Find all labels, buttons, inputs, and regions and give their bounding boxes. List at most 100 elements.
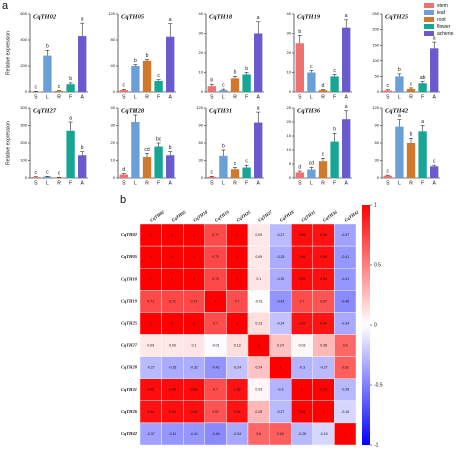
cell-label: -0.42 bbox=[276, 299, 284, 303]
cell-label: -0.41 bbox=[168, 432, 176, 436]
cell-label: -0.32 bbox=[276, 277, 284, 281]
significance-letter: b bbox=[245, 66, 248, 72]
cell-label: -0.28 bbox=[341, 388, 349, 392]
cell-label: 1 bbox=[301, 388, 303, 392]
significance-letter: a bbox=[345, 104, 348, 110]
y-tick-label: 60 bbox=[375, 140, 380, 145]
significance-letter: a bbox=[169, 17, 172, 23]
x-tick-label: L bbox=[134, 94, 137, 100]
row-label: CqTH25 bbox=[121, 320, 138, 325]
y-tick-label: 100 bbox=[20, 158, 27, 163]
significance-letter: c bbox=[222, 82, 225, 88]
bar bbox=[154, 80, 163, 92]
x-tick-label: A bbox=[169, 94, 173, 100]
y-tick-label: 200 bbox=[372, 27, 379, 32]
cell-label: 0.7 bbox=[213, 321, 218, 325]
significance-letter: b bbox=[46, 44, 49, 50]
significance-letter: bc bbox=[156, 136, 162, 142]
x-tick-label: S bbox=[298, 180, 302, 186]
bar bbox=[219, 155, 228, 178]
cell-label: 0.24 bbox=[277, 343, 284, 347]
colorbar-tick-label: -0.5 bbox=[374, 382, 383, 388]
cell-label: -0.16 bbox=[341, 410, 349, 414]
chart-title: CqTH19 bbox=[297, 13, 321, 20]
y-tick-label: 15 bbox=[287, 133, 292, 138]
y-tick-label: 0 bbox=[201, 89, 204, 94]
bar bbox=[242, 74, 251, 92]
significance-letter: c bbox=[211, 170, 214, 176]
bar bbox=[383, 175, 392, 178]
x-tick-label: S bbox=[210, 180, 214, 186]
x-tick-label: L bbox=[222, 180, 225, 186]
x-tick-label: S bbox=[386, 94, 390, 100]
significance-letter: cd bbox=[309, 161, 315, 167]
cell-label: -0.01 bbox=[255, 299, 263, 303]
significance-letter: c bbox=[35, 170, 38, 176]
x-tick-label: A bbox=[433, 180, 437, 186]
bar bbox=[295, 172, 304, 178]
bar bbox=[166, 36, 175, 92]
cell-label: 0.96 bbox=[299, 277, 306, 281]
x-tick-label: A bbox=[257, 180, 261, 186]
significance-letter: a bbox=[69, 115, 72, 121]
significance-letter: c bbox=[157, 73, 160, 79]
significance-letter: cd bbox=[144, 147, 150, 153]
x-tick-label: S bbox=[210, 94, 214, 100]
bar bbox=[254, 33, 263, 92]
y-tick-label: 600 bbox=[20, 11, 27, 16]
x-tick-label: L bbox=[46, 180, 49, 186]
cell-label: 0.63 bbox=[342, 366, 349, 370]
cell-label: 1 bbox=[236, 321, 238, 325]
bar bbox=[307, 169, 316, 178]
significance-letter: a bbox=[398, 113, 401, 119]
y-tick-label: 200 bbox=[20, 140, 27, 145]
colorbar bbox=[362, 205, 370, 445]
x-tick-label: A bbox=[433, 94, 437, 100]
y-tick-label: 5 bbox=[289, 161, 292, 166]
significance-letter: a bbox=[345, 13, 348, 19]
bar bbox=[78, 155, 87, 178]
x-tick-label: S bbox=[298, 94, 302, 100]
cell-label: 0.09 bbox=[169, 343, 176, 347]
chart-title: CqTH36 bbox=[297, 107, 321, 114]
significance-letter: a bbox=[81, 16, 84, 22]
legend-label: leaf bbox=[437, 10, 446, 16]
chart-title: CqTH02 bbox=[33, 13, 57, 20]
bar bbox=[318, 90, 328, 92]
bar bbox=[242, 167, 251, 178]
cell-label: 0.7 bbox=[300, 299, 305, 303]
cell-label: 1 bbox=[215, 299, 217, 303]
significance-letter: c bbox=[58, 84, 61, 90]
cell-label: 0.99 bbox=[320, 388, 327, 392]
significance-letter: b bbox=[210, 78, 213, 84]
bar bbox=[406, 88, 416, 92]
cell-label: 0.28 bbox=[255, 410, 262, 414]
cell-label: 0.03 bbox=[299, 343, 306, 347]
significance-letter: c bbox=[333, 68, 336, 74]
cell-label: -0.46 bbox=[212, 432, 220, 436]
significance-letter: b bbox=[333, 127, 336, 133]
bar bbox=[395, 76, 404, 92]
cell-label: -0.34 bbox=[341, 321, 349, 325]
bar bbox=[43, 176, 52, 178]
cell-label: 0.09 bbox=[255, 255, 262, 259]
cell-label: 0.72 bbox=[191, 299, 198, 303]
x-tick-label: S bbox=[34, 180, 38, 186]
panel-label: b bbox=[120, 194, 126, 206]
cell-label: 0.96 bbox=[299, 255, 306, 259]
cell-label: -0.16 bbox=[320, 432, 328, 436]
y-tick-label: 10 bbox=[199, 70, 204, 75]
y-tick-label: 30 bbox=[199, 31, 204, 36]
bar bbox=[131, 122, 140, 178]
y-tick-label: 60 bbox=[199, 140, 204, 145]
x-tick-label: R bbox=[233, 94, 237, 100]
legend-swatch bbox=[424, 24, 434, 29]
cell-label: 1 bbox=[150, 277, 152, 281]
x-tick-label: F bbox=[421, 94, 424, 100]
cell-label: 0.94 bbox=[320, 255, 327, 259]
row-label: CqTH28 bbox=[121, 365, 138, 370]
y-tick-label: 0 bbox=[25, 175, 28, 180]
x-tick-label: R bbox=[57, 180, 61, 186]
bar bbox=[254, 122, 263, 178]
cell-label: 1 bbox=[171, 277, 173, 281]
